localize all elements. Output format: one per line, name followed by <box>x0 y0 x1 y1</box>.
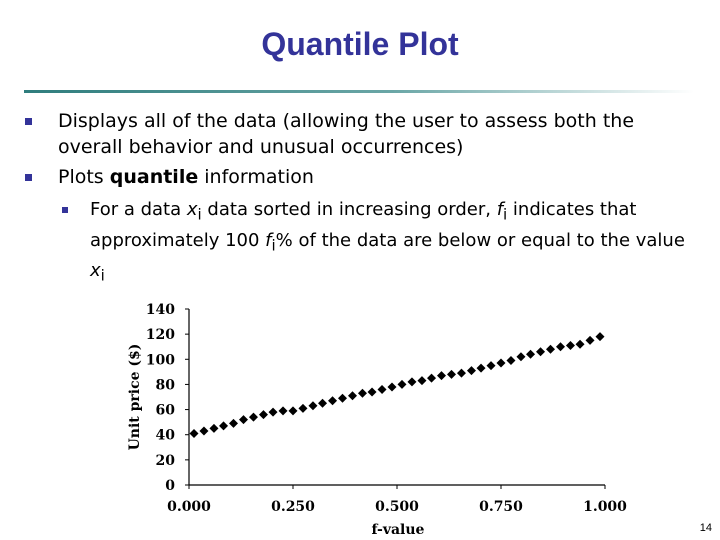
data-point <box>536 347 546 357</box>
data-point <box>189 428 199 438</box>
data-point <box>357 388 367 398</box>
sub-bullet-item: For a data xi data sorted in increasing … <box>62 197 690 289</box>
data-point <box>347 391 357 401</box>
subscript-i: i <box>100 266 105 285</box>
data-point <box>506 356 516 366</box>
data-point <box>229 418 239 428</box>
data-point <box>446 369 456 379</box>
data-point <box>526 349 536 359</box>
data-point <box>476 363 486 373</box>
data-point <box>278 406 288 416</box>
subscript-i: i <box>503 205 508 224</box>
subscript-i: i <box>271 236 276 255</box>
x-tick-label: 0.750 <box>479 499 523 515</box>
data-point <box>338 393 348 403</box>
page-number: 14 <box>699 522 712 534</box>
y-tick-labels: 0 20 40 60 80 100 120 140 <box>146 302 189 494</box>
bullet-text-suffix: information <box>198 166 314 188</box>
data-point <box>575 339 585 349</box>
x-tick-label: 0.500 <box>375 499 419 515</box>
data-point <box>565 340 575 350</box>
bullet-square-icon <box>25 174 32 181</box>
data-point <box>377 384 387 394</box>
data-point <box>288 406 298 416</box>
y-axis-label: Unit price ($) <box>127 344 143 451</box>
var-f: f <box>265 229 272 251</box>
sub-bullet-text-1: For a data <box>90 199 187 220</box>
sub-bullet-text-2: data sorted in increasing order, <box>201 199 497 220</box>
data-points <box>189 332 605 438</box>
bullet-item: Plots quantile information <box>25 164 688 190</box>
data-point <box>268 407 278 417</box>
data-point <box>456 368 466 378</box>
bullet-text: Displays all of the data (allowing the u… <box>58 110 635 158</box>
x-tick-label: 1.000 <box>583 499 627 515</box>
subscript-i: i <box>197 205 202 224</box>
data-point <box>298 403 308 413</box>
sub-bullet-text-4: % of the data are below or equal to the … <box>275 229 685 251</box>
var-f: f <box>496 199 504 220</box>
bullet-item: Displays all of the data (allowing the u… <box>25 108 688 160</box>
sub-bullet-text-3: indicates that approximately 100 <box>90 199 637 251</box>
data-point <box>219 421 229 431</box>
data-point <box>199 426 209 436</box>
data-point <box>585 335 595 345</box>
y-tick-label: 60 <box>156 403 176 419</box>
y-tick-label: 40 <box>156 428 176 444</box>
x-tick-labels: 0.000 0.250 0.500 0.750 1.000 <box>167 485 627 515</box>
x-tick-label: 0.250 <box>271 499 315 515</box>
data-point <box>496 358 506 368</box>
bullet-text-bold: quantile <box>109 166 199 188</box>
y-tick-label: 0 <box>165 478 175 494</box>
var-x: x <box>186 199 198 220</box>
title-divider <box>24 90 694 93</box>
y-tick-label: 140 <box>146 302 175 318</box>
data-point <box>546 344 556 354</box>
y-tick-label: 100 <box>146 352 175 368</box>
data-point <box>308 401 318 411</box>
data-point <box>516 352 526 362</box>
x-axis-label: f-value <box>372 522 425 538</box>
data-point <box>466 366 476 376</box>
data-point <box>248 412 258 422</box>
sub-bullet-square-icon <box>62 207 68 213</box>
var-x: x <box>90 260 101 282</box>
data-point <box>209 423 219 433</box>
data-point <box>318 398 328 408</box>
data-point <box>238 415 248 425</box>
data-point <box>555 342 565 352</box>
data-point <box>427 373 437 383</box>
data-point <box>417 376 427 386</box>
data-point <box>437 371 447 381</box>
data-point <box>397 379 407 389</box>
data-point <box>486 361 496 371</box>
bullet-text-prefix: Plots <box>58 166 110 188</box>
data-point <box>407 377 417 387</box>
data-point <box>258 410 268 420</box>
data-point <box>595 332 605 342</box>
y-tick-label: 20 <box>156 453 176 469</box>
data-point <box>387 382 397 392</box>
y-tick-label: 80 <box>156 377 176 393</box>
data-point <box>367 387 377 397</box>
y-tick-label: 120 <box>146 327 175 343</box>
plot-axes <box>188 309 605 486</box>
x-tick-label: 0.000 <box>167 499 211 515</box>
data-point <box>328 396 338 406</box>
bullet-square-icon <box>25 118 32 125</box>
slide-title: Quantile Plot <box>261 26 459 62</box>
